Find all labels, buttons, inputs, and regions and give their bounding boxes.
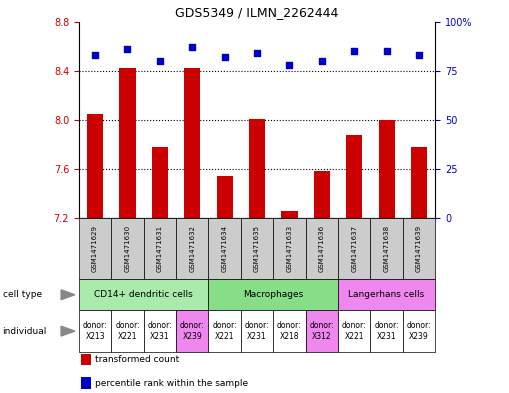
Text: GSM1471631: GSM1471631 [157, 225, 163, 272]
Text: Langerhans cells: Langerhans cells [349, 290, 425, 299]
Text: Macrophages: Macrophages [243, 290, 303, 299]
Point [286, 62, 294, 68]
Bar [87, 114, 103, 218]
Point [91, 52, 99, 58]
Text: donor:
X231: donor: X231 [148, 321, 172, 341]
Bar [346, 135, 362, 218]
Point [318, 58, 326, 64]
Point [415, 52, 423, 58]
Text: CD14+ dendritic cells: CD14+ dendritic cells [94, 290, 193, 299]
Point [350, 48, 358, 54]
Bar [120, 68, 135, 218]
Bar [184, 68, 201, 218]
Point [253, 50, 261, 56]
Point [188, 44, 196, 50]
Text: GSM1471636: GSM1471636 [319, 225, 325, 272]
Bar [411, 147, 427, 218]
Text: donor:
X218: donor: X218 [277, 321, 302, 341]
Text: GSM1471630: GSM1471630 [125, 225, 130, 272]
Point [383, 48, 391, 54]
Point [220, 54, 229, 60]
Text: percentile rank within the sample: percentile rank within the sample [95, 379, 248, 387]
Point [123, 46, 131, 52]
Title: GDS5349 / ILMN_2262444: GDS5349 / ILMN_2262444 [176, 6, 338, 19]
Text: GSM1471633: GSM1471633 [287, 225, 293, 272]
Text: GSM1471638: GSM1471638 [384, 225, 389, 272]
Text: donor:
X239: donor: X239 [180, 321, 205, 341]
Text: GSM1471634: GSM1471634 [221, 225, 228, 272]
Bar [249, 119, 265, 218]
Bar [314, 171, 330, 218]
Text: individual: individual [3, 327, 47, 336]
Bar [216, 176, 233, 218]
Text: donor:
X239: donor: X239 [407, 321, 431, 341]
Text: GSM1471635: GSM1471635 [254, 225, 260, 272]
Text: transformed count: transformed count [95, 355, 179, 364]
Text: GSM1471629: GSM1471629 [92, 225, 98, 272]
Text: donor:
X221: donor: X221 [342, 321, 366, 341]
Text: GSM1471637: GSM1471637 [351, 225, 357, 272]
Text: GSM1471632: GSM1471632 [189, 225, 195, 272]
Bar [281, 211, 298, 218]
Text: donor:
X221: donor: X221 [115, 321, 140, 341]
Text: donor:
X312: donor: X312 [309, 321, 334, 341]
Text: donor:
X213: donor: X213 [83, 321, 107, 341]
Text: donor:
X221: donor: X221 [212, 321, 237, 341]
Bar [152, 147, 168, 218]
Text: GSM1471639: GSM1471639 [416, 225, 422, 272]
Bar [379, 120, 394, 218]
Text: donor:
X231: donor: X231 [245, 321, 269, 341]
Point [156, 58, 164, 64]
Text: cell type: cell type [3, 290, 42, 299]
Text: donor:
X231: donor: X231 [374, 321, 399, 341]
